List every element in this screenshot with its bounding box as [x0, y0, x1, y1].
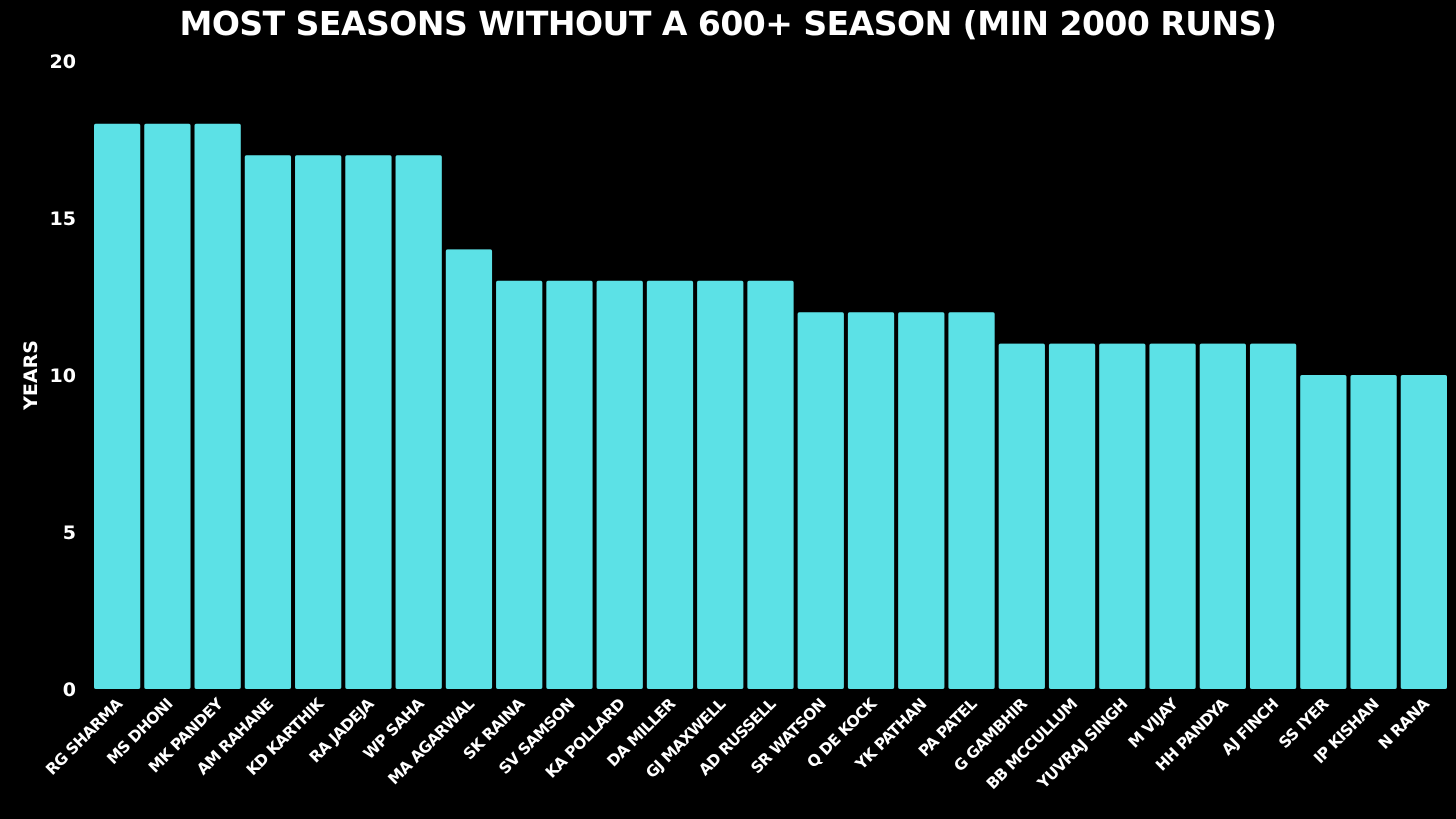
bar-ra-jadeja: [345, 155, 392, 689]
bar-ms-dhoni: [144, 123, 191, 690]
bar-am-rahane: [244, 155, 292, 689]
bars-layer: [94, 123, 1447, 690]
x-tick-label: N RANA: [1375, 695, 1433, 753]
bar-ma-agarwal: [445, 249, 493, 689]
bar-pa-patel: [948, 312, 995, 689]
bar-kd-karthik: [295, 155, 342, 689]
y-axis-ticks: 0 5 10 15 20: [50, 51, 76, 701]
bar-ad-russell: [747, 280, 794, 689]
bar-sr-watson: [797, 312, 844, 689]
y-tick-label: 20: [50, 51, 76, 73]
bar-mk-pandey: [194, 123, 241, 690]
bar-rg-sharma: [94, 123, 141, 690]
bar-m-vijay: [1149, 343, 1196, 689]
y-tick-label: 10: [50, 365, 76, 387]
bar-q-de-kock: [847, 312, 895, 689]
bar-g-gambhir: [998, 343, 1045, 689]
x-tick-label: YUVRAJ SINGH: [1033, 695, 1131, 793]
bar-yk-pathan: [898, 312, 945, 689]
bar-wp-saha: [395, 155, 442, 689]
bar-aj-finch: [1249, 343, 1297, 689]
y-tick-label: 0: [63, 679, 76, 701]
bar-ka-pollard: [596, 280, 643, 689]
y-tick-label: 15: [50, 208, 76, 230]
bar-gj-maxwell: [697, 280, 744, 689]
y-tick-label: 5: [63, 522, 76, 544]
bar-da-miller: [646, 280, 694, 689]
bar-ip-kishan: [1350, 375, 1397, 689]
y-axis-label: YEARS: [20, 340, 42, 411]
bar-sv-samson: [546, 280, 593, 689]
x-tick-label: BB MCCULLUM: [983, 695, 1081, 793]
bar-bb-mccullum: [1048, 343, 1096, 689]
bar-sk-raina: [496, 280, 543, 689]
bar-n-rana: [1400, 375, 1447, 689]
x-tick-label: MA AGARWAL: [385, 695, 479, 789]
bar-yuvraj-singh: [1099, 343, 1146, 689]
bar-ss-iyer: [1300, 375, 1347, 689]
bar-hh-pandya: [1199, 343, 1246, 689]
chart-title: MOST SEASONS WITHOUT A 600+ SEASON (MIN …: [179, 4, 1278, 43]
